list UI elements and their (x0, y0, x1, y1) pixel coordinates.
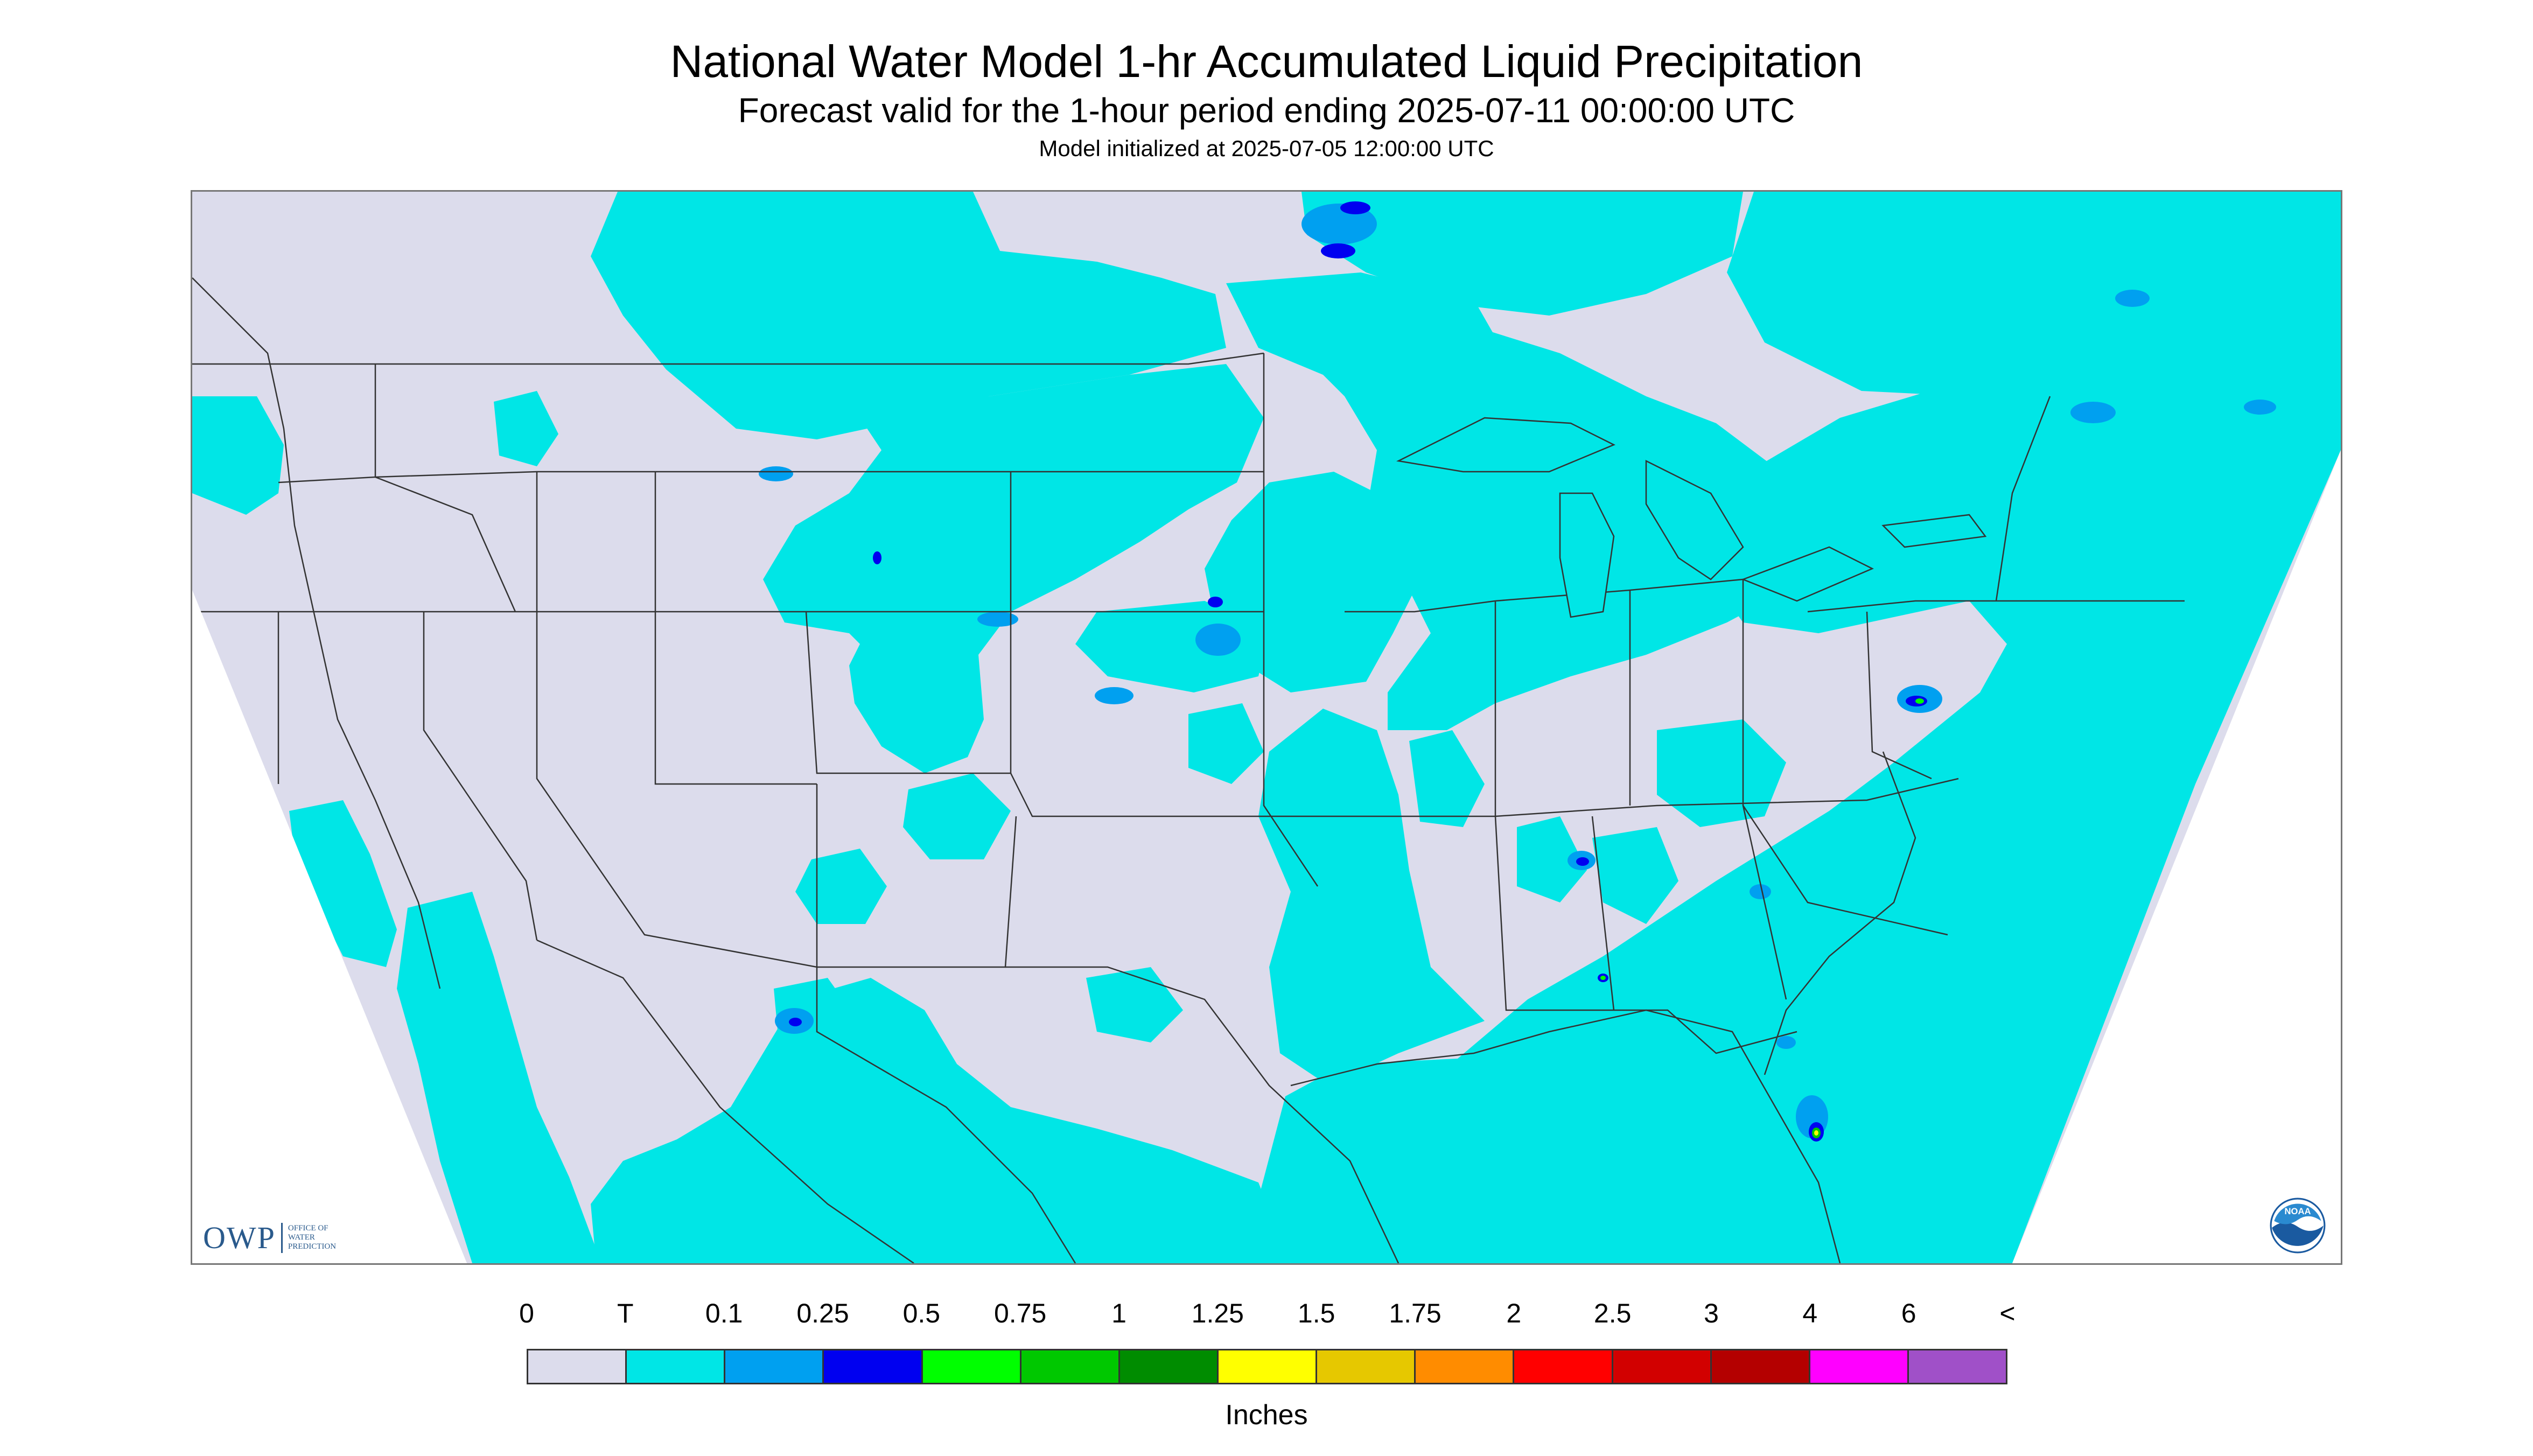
precip-0.1-areas (759, 204, 2276, 1138)
map-canvas (192, 192, 2341, 1263)
legend-swatch (1218, 1350, 1318, 1383)
owp-sub-line-2: WATER (288, 1233, 315, 1242)
legend-tick-label: < (1999, 1298, 2016, 1328)
legend-swatch (824, 1350, 923, 1383)
legend-swatch (1711, 1350, 1810, 1383)
legend-tick-label: 0 (519, 1298, 534, 1328)
owp-logo: OWP OFFICE OF WATER PREDICTION (203, 1220, 336, 1256)
domain-mask-left (192, 590, 467, 1263)
legend-tick-label: 1.75 (1389, 1298, 1442, 1328)
legend-swatch (1810, 1350, 1909, 1383)
legend-tick-label: 4 (1802, 1298, 1818, 1328)
legend-tick-label: 1.25 (1191, 1298, 1244, 1328)
map-title: National Water Model 1-hr Accumulated Li… (670, 36, 1863, 87)
legend-tick-label: 0.1 (705, 1298, 743, 1328)
legend-swatch (1908, 1350, 2006, 1383)
legend-tick-label: 2.5 (1593, 1298, 1632, 1328)
noaa-logo-text: NOAA (2285, 1206, 2311, 1216)
legend-swatch (528, 1350, 627, 1383)
map-subtitle: Forecast valid for the 1-hour period end… (738, 91, 1795, 130)
great-lakes (1396, 417, 1987, 618)
noaa-logo-icon: NOAA (2270, 1198, 2326, 1254)
legend-tick-label: 0.25 (796, 1298, 849, 1328)
owp-sub-line-1: OFFICE OF (288, 1224, 328, 1233)
political-boundaries (192, 352, 2185, 1263)
owp-logo-divider (281, 1222, 283, 1253)
legend: 0 T 0.1 0.25 0.5 0.75 1 1.25 1.5 1.75 2 2.5 3 4 6 < Inc… (0, 1298, 2533, 1431)
legend-tick-label: 0.75 (993, 1298, 1047, 1328)
coastlines (192, 277, 1916, 1263)
legend-tick-label: 1.5 (1297, 1298, 1335, 1328)
legend-units: Inches (1225, 1399, 1308, 1431)
legend-swatch (1416, 1350, 1515, 1383)
legend-colorbar (527, 1349, 2007, 1384)
legend-swatch (725, 1350, 824, 1383)
owp-logo-text: OWP (203, 1220, 276, 1255)
legend-swatch (1119, 1350, 1219, 1383)
domain-mask-right (2012, 450, 2341, 1263)
legend-swatch (1317, 1350, 1416, 1383)
trace-precip-areas (192, 192, 2341, 1263)
precip-heavy-cores (1600, 698, 1924, 1138)
legend-tick-label: 1 (1111, 1298, 1126, 1328)
legend-swatch (1021, 1350, 1120, 1383)
legend-swatch (1514, 1350, 1613, 1383)
legend-tick-label: 0.5 (902, 1298, 941, 1328)
model-init-text: Model initialized at 2025-07-05 12:00:00… (1039, 136, 1494, 161)
legend-tick-label: 2 (1506, 1298, 1522, 1328)
owp-logo-subtext: OFFICE OF WATER PREDICTION (288, 1224, 336, 1251)
legend-swatch (922, 1350, 1021, 1383)
legend-swatch (1613, 1350, 1712, 1383)
legend-tick-label: 6 (1901, 1298, 1916, 1328)
precipitation-map: OWP OFFICE OF WATER PREDICTION NOAA (191, 190, 2342, 1265)
legend-tick-label: 3 (1704, 1298, 1719, 1328)
legend-tick-label: T (617, 1298, 634, 1328)
legend-swatch (627, 1350, 726, 1383)
owp-sub-line-3: PREDICTION (288, 1242, 337, 1251)
